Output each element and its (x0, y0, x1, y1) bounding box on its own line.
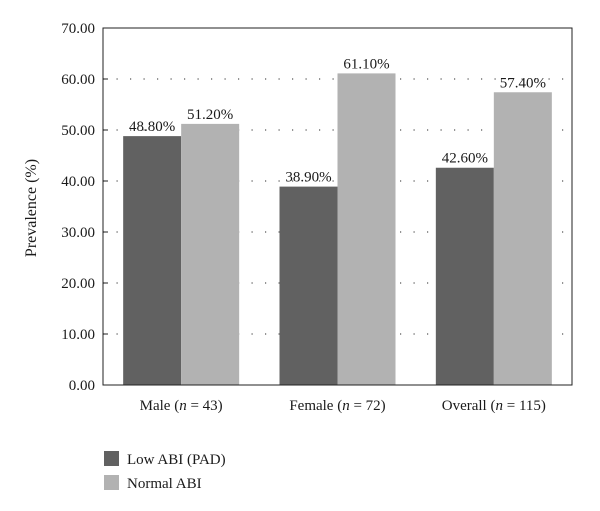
legend-label: Normal ABI (127, 476, 202, 492)
legend-swatch (104, 475, 119, 490)
bar (123, 136, 182, 385)
data-label: 51.20% (187, 107, 233, 123)
data-label: 48.80% (129, 119, 175, 135)
x-category-label: Male (n = 43) (140, 398, 223, 414)
y-tick-label: 0.00 (69, 378, 95, 394)
x-axis-categories: Male (n = 43) Female (n = 72) Overall (n =… (140, 398, 546, 414)
y-tick-label: 20.00 (61, 276, 95, 292)
data-label: 42.60% (442, 151, 488, 167)
bar (435, 167, 494, 385)
y-axis-ticks: 0.00 10.00 20.00 30.00 40.00 50.00 60.00 70.00 (61, 21, 108, 394)
bar (181, 123, 240, 385)
data-label: 61.10% (343, 56, 389, 72)
data-label: 38.90% (285, 170, 331, 186)
bar (279, 186, 338, 385)
data-labels: 48.80% 51.20% 38.90% 61.10% 42.60% 57.40% (129, 56, 546, 185)
y-tick-label: 60.00 (61, 72, 95, 88)
y-tick-label: 30.00 (61, 225, 95, 241)
legend-swatch (104, 451, 119, 466)
y-tick-label: 10.00 (61, 327, 95, 343)
plot-frame (102, 27, 573, 386)
x-category-label: Overall (n = 115) (442, 398, 546, 414)
legend-label: Low ABI (PAD) (127, 452, 226, 468)
legend: Low ABI (PAD) Normal ABI (104, 451, 226, 492)
bars (123, 73, 552, 385)
y-tick-label: 40.00 (61, 174, 95, 190)
x-category-label: Female (n = 72) (289, 398, 385, 414)
bar (337, 73, 396, 385)
y-tick-label: 70.00 (61, 21, 95, 37)
data-label: 57.40% (500, 75, 546, 91)
y-tick-label: 50.00 (61, 123, 95, 139)
y-axis-label: Prevalence (%) (23, 159, 40, 257)
bar (493, 92, 552, 385)
